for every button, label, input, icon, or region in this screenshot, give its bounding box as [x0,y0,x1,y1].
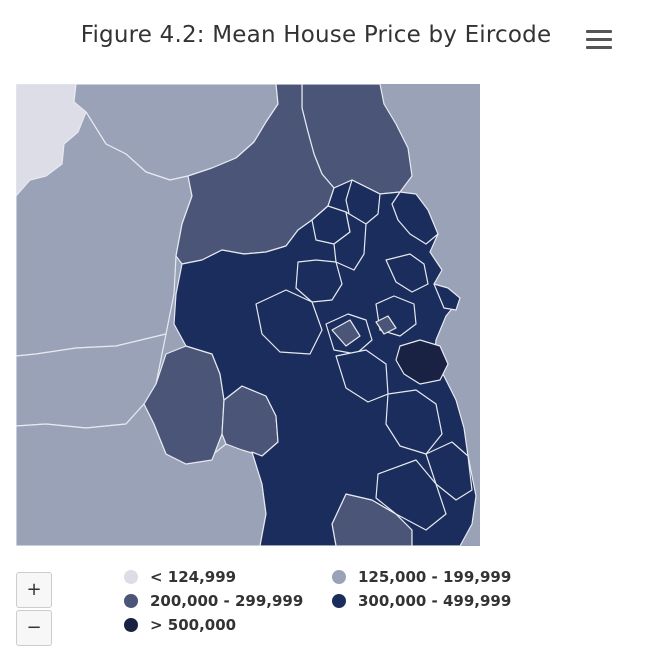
legend-swatch [124,594,138,608]
legend-label: > 500,000 [150,616,237,634]
legend-swatch [124,618,138,632]
zoom-in-button[interactable]: + [16,572,52,608]
legend-label: < 124,999 [150,568,237,586]
legend-label: 125,000 - 199,999 [358,568,512,586]
legend-label: 300,000 - 499,999 [358,592,512,610]
hamburger-menu-icon[interactable] [586,30,612,54]
region-300k-l[interactable] [375,459,447,531]
region-500k-plus[interactable] [395,339,449,385]
region-300k-b[interactable] [345,179,381,225]
choropleth-map[interactable] [16,84,480,546]
region-200k-city-b[interactable] [375,315,397,335]
legend-swatch [124,570,138,584]
legend-item-high[interactable]: 300,000 - 499,999 [332,592,511,610]
region-300k-f[interactable] [385,253,429,293]
region-300k-d[interactable] [295,259,343,303]
legend-item-highest[interactable]: > 500,000 [124,616,236,634]
region-300k-e[interactable] [391,191,439,245]
legend-item-low[interactable]: 125,000 - 199,999 [332,568,511,586]
region-300k-j[interactable] [385,389,443,455]
legend-swatch [332,570,346,584]
region-coast-peninsula[interactable] [433,283,461,311]
region-200k-city-a[interactable] [331,319,361,347]
legend-item-mid[interactable]: 200,000 - 299,999 [124,592,303,610]
chart-title: Figure 4.2: Mean House Price by Eircode [80,22,552,48]
legend-item-lowest[interactable]: < 124,999 [124,568,236,586]
zoom-out-button[interactable]: − [16,610,52,646]
legend-label: 200,000 - 299,999 [150,592,304,610]
region-300k-g[interactable] [255,289,323,355]
region-300k-c[interactable] [333,211,367,271]
legend-swatch [332,594,346,608]
